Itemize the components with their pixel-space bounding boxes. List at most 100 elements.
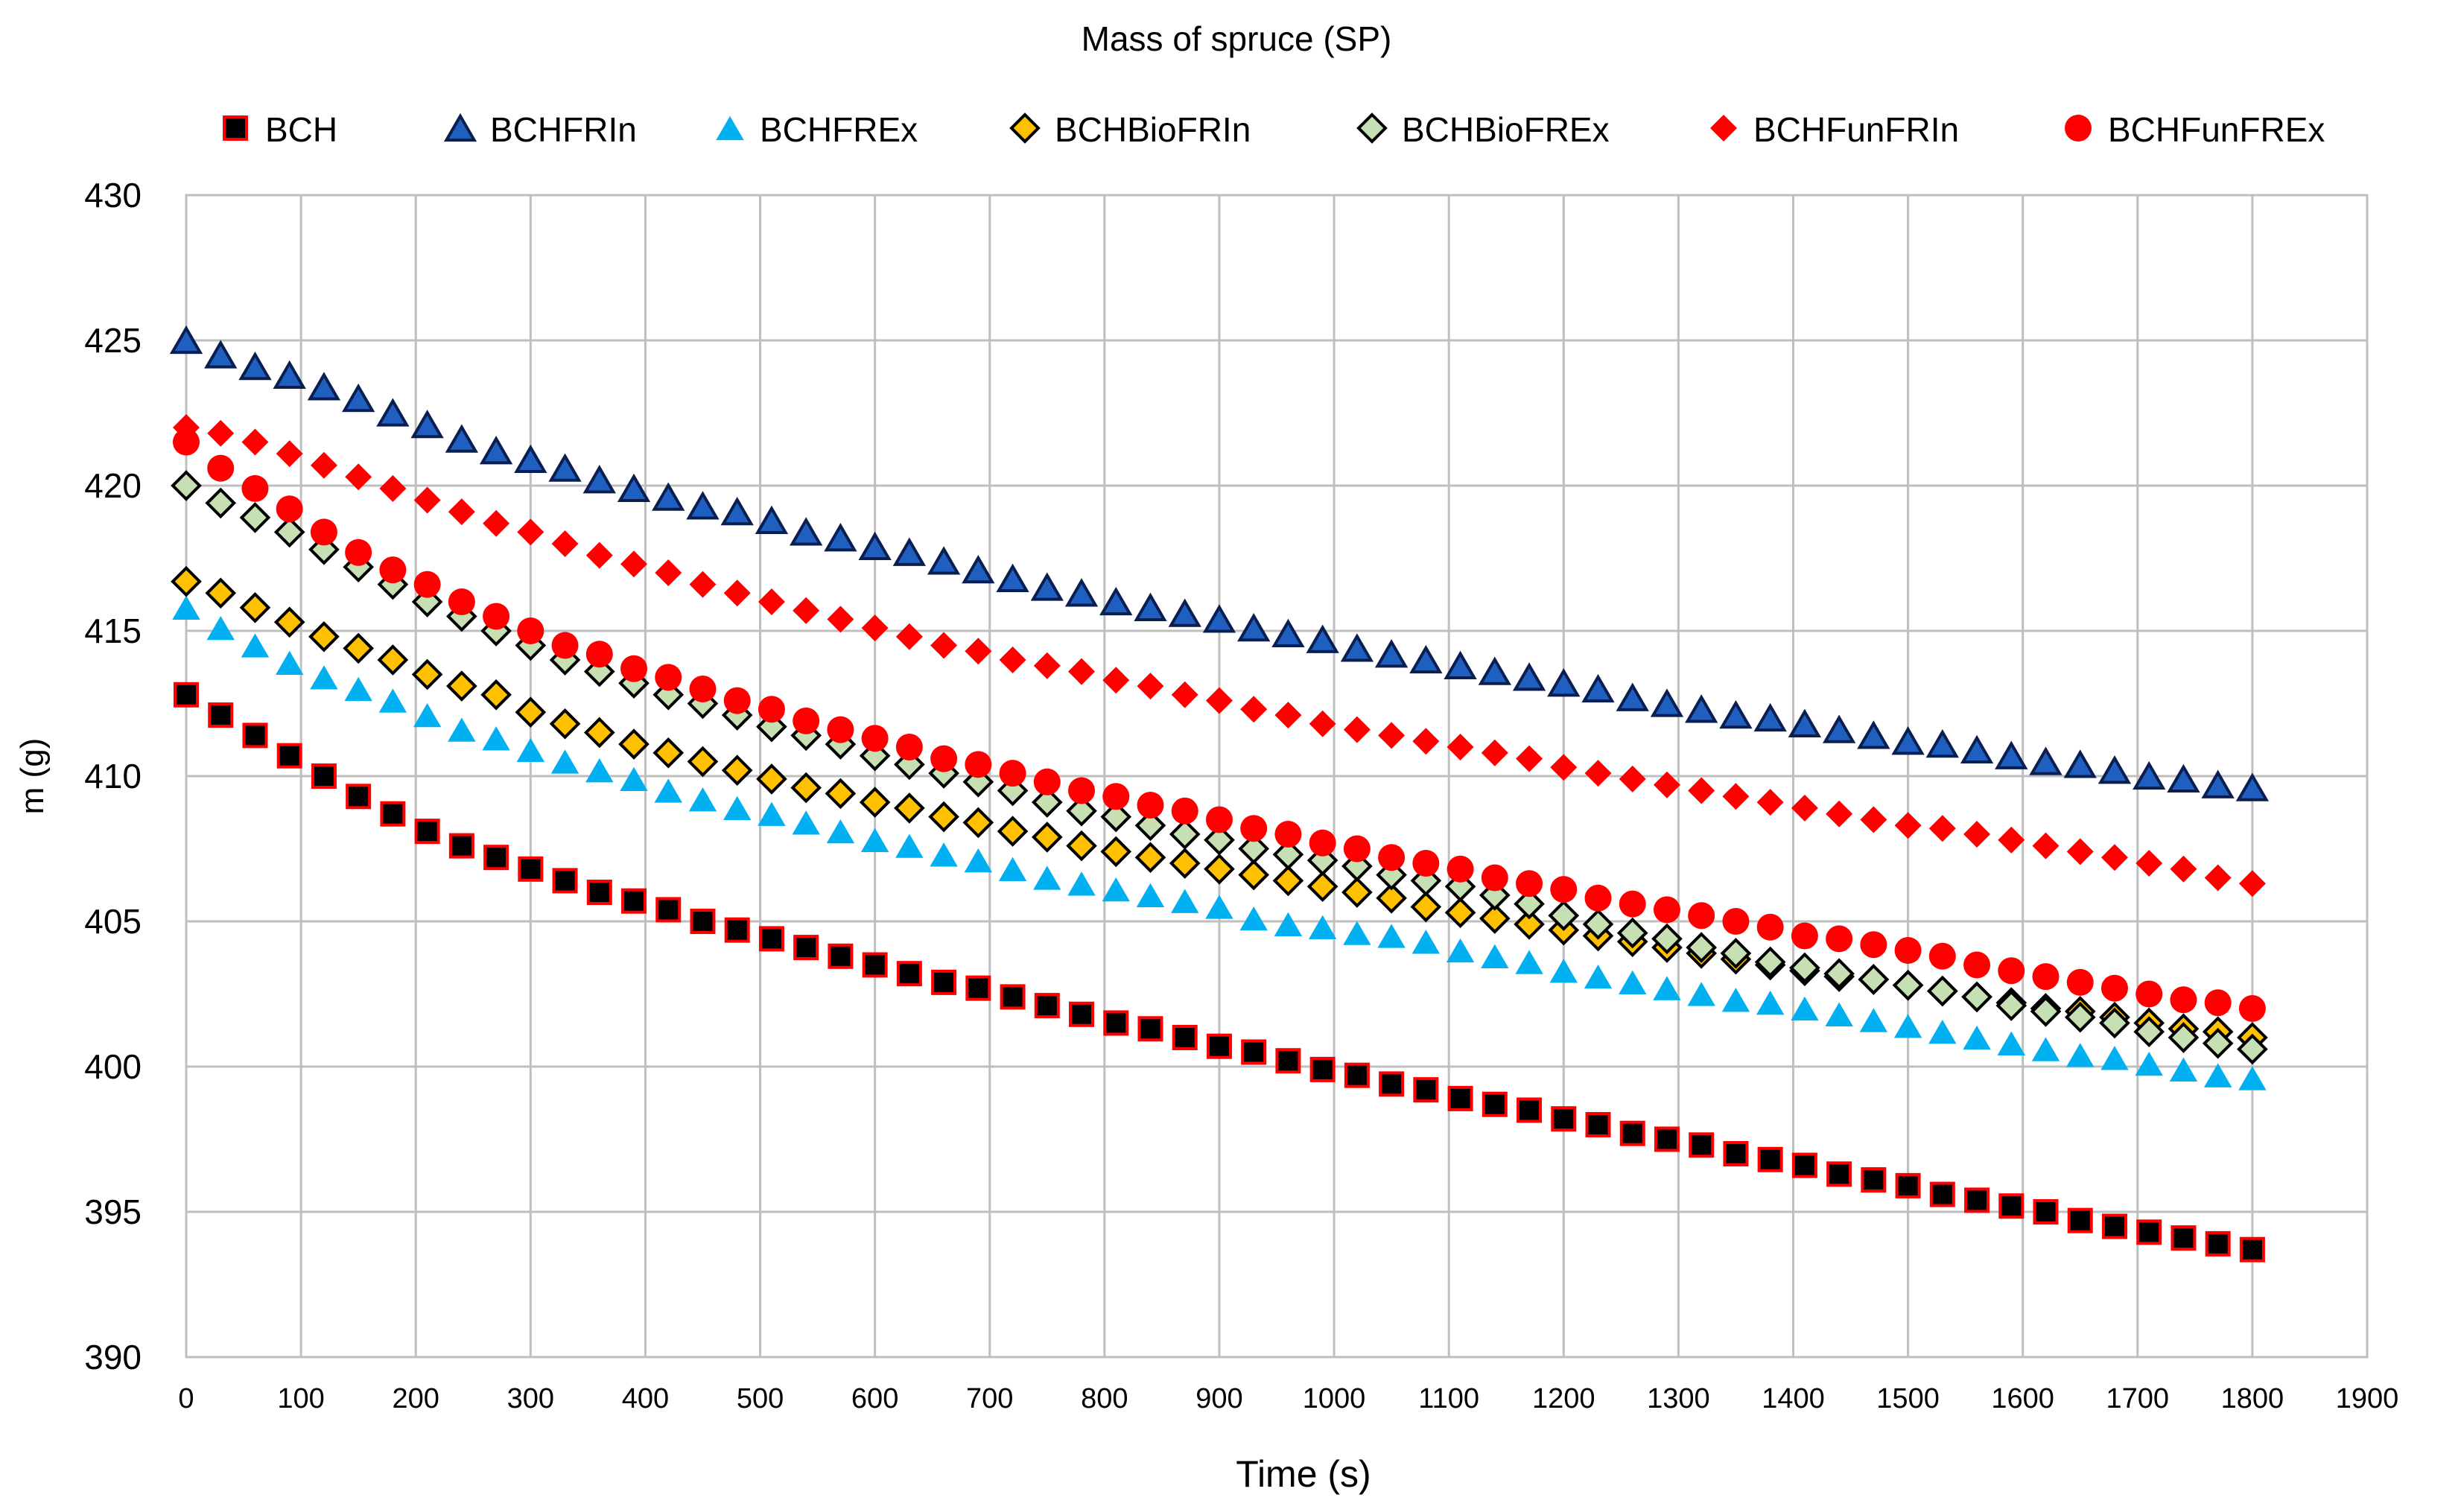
data-point	[1481, 864, 1508, 892]
data-point	[620, 655, 648, 682]
data-point	[1960, 734, 1994, 764]
data-point	[482, 726, 510, 751]
data-point	[276, 440, 303, 468]
y-tick-label: 395	[84, 1192, 142, 1231]
x-tick-labels: 0 100 200 300 400 500 600 700 800 900 1000 1100 1200…	[178, 1383, 2398, 1414]
legend-marker	[223, 115, 248, 141]
data-point	[551, 530, 579, 557]
data-point	[1240, 696, 1268, 723]
data-point	[930, 842, 958, 867]
data-point	[1033, 652, 1061, 679]
x-tick-label: 0	[178, 1383, 194, 1414]
data-point	[2136, 1219, 2162, 1245]
x-tick-label: 1500	[1876, 1383, 1940, 1414]
data-point	[825, 778, 857, 810]
data-point	[1309, 1056, 1336, 1082]
data-point	[1928, 1020, 1957, 1044]
data-point	[174, 682, 199, 708]
data-point	[723, 687, 751, 714]
data-point	[1997, 1031, 2025, 1055]
data-point	[755, 505, 789, 534]
x-tick-label: 600	[851, 1383, 898, 1414]
data-point	[1687, 982, 1715, 1006]
data-point	[1306, 871, 1339, 903]
data-point	[1891, 726, 1925, 755]
data-point	[792, 810, 820, 835]
data-point	[378, 688, 407, 713]
data-point	[1791, 794, 1818, 822]
data-point	[2238, 995, 2266, 1022]
data-point	[205, 577, 237, 609]
series-BCHFunFRIn	[173, 414, 2266, 898]
data-point	[2067, 1207, 2093, 1233]
data-point	[239, 502, 271, 533]
x-tick-label: 1800	[2221, 1383, 2284, 1414]
data-point	[756, 763, 787, 795]
data-point	[1204, 824, 1235, 856]
data-point	[997, 816, 1029, 847]
data-point	[1963, 1025, 1991, 1050]
y-tick-labels: 390 395 400 405 410 415 420 425 430	[84, 176, 142, 1376]
data-point	[1410, 891, 1442, 923]
data-point	[242, 722, 268, 749]
data-point	[1926, 975, 1958, 1007]
series-layer	[169, 325, 2270, 1262]
data-point	[2100, 1046, 2129, 1070]
data-point	[1616, 682, 1649, 711]
data-point	[1343, 835, 1371, 863]
data-point	[1653, 896, 1680, 924]
data-point	[2064, 1001, 2096, 1033]
data-point	[1822, 714, 1856, 743]
legend-item: BCHFunFRIn	[1710, 110, 1959, 149]
data-point	[2135, 980, 2163, 1008]
data-point	[1169, 848, 1201, 879]
data-point	[2030, 996, 2062, 1027]
data-point	[1340, 633, 1374, 662]
x-tick-label: 1400	[1762, 1383, 1825, 1414]
data-point	[448, 498, 475, 526]
data-point	[1066, 830, 1097, 862]
data-point	[1172, 1025, 1198, 1050]
data-point	[548, 453, 582, 482]
data-point	[758, 801, 786, 826]
data-point	[1343, 716, 1371, 743]
legend-label: BCHFRIn	[490, 110, 637, 149]
data-point	[1826, 800, 1853, 828]
data-point	[896, 961, 922, 987]
data-point	[1789, 952, 1820, 984]
data-point	[1516, 870, 1543, 898]
data-point	[1893, 1014, 1922, 1038]
y-tick-label: 415	[84, 612, 142, 650]
data-point	[1925, 728, 1959, 758]
data-point	[1272, 839, 1304, 871]
data-point	[1238, 833, 1270, 865]
data-point	[758, 926, 784, 952]
data-point	[931, 969, 957, 995]
legend-marker	[443, 112, 477, 142]
data-point	[1274, 912, 1303, 937]
data-point	[1205, 895, 1233, 919]
data-point	[1995, 990, 2027, 1021]
data-point	[1551, 1106, 1577, 1132]
data-point	[380, 801, 406, 827]
data-point	[1378, 844, 1406, 871]
x-tick-label: 1300	[1647, 1383, 1710, 1414]
data-point	[617, 473, 651, 503]
x-tick-label: 1900	[2336, 1383, 2399, 1414]
data-point	[2033, 1199, 2059, 1224]
data-point	[2066, 968, 2094, 996]
data-point	[689, 676, 717, 702]
data-point	[1858, 964, 1890, 995]
x-tick-label: 1600	[1991, 1383, 2054, 1414]
data-point	[1374, 639, 1409, 668]
data-point	[1756, 913, 1784, 941]
plot-border	[185, 194, 2369, 1359]
data-point	[1134, 842, 1166, 874]
data-point	[446, 670, 477, 702]
data-point	[1961, 981, 1992, 1013]
x-tick-label: 800	[1081, 1383, 1128, 1414]
legend-label: BCHBioFRIn	[1055, 110, 1251, 149]
data-point	[169, 325, 203, 355]
data-point	[276, 495, 303, 523]
